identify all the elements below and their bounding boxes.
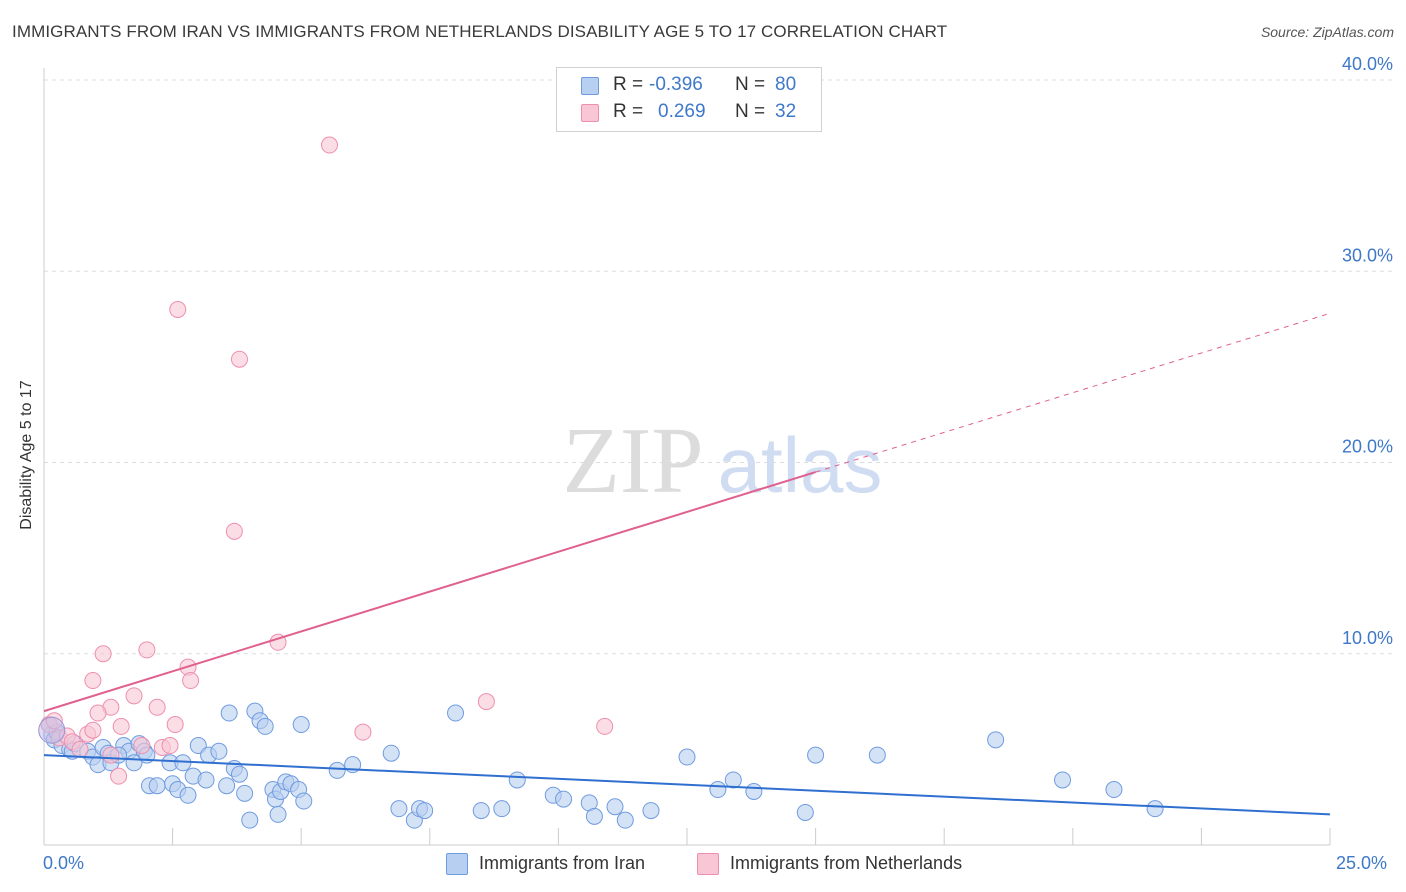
iran-legend-swatch — [446, 853, 468, 875]
iran-point — [724, 771, 742, 789]
iran-point — [745, 782, 763, 800]
netherlands-point — [166, 716, 184, 734]
netherlands-point — [320, 136, 338, 154]
iran-point — [472, 802, 490, 820]
iran-point — [241, 811, 259, 829]
netherlands-swatch — [581, 104, 599, 122]
y-tick-label: 10.0% — [1342, 628, 1393, 648]
iran-point — [220, 704, 238, 722]
n-label: N = — [735, 101, 766, 122]
y-tick-label: 30.0% — [1342, 245, 1393, 265]
iran-point — [390, 800, 408, 818]
iran-point — [218, 777, 236, 795]
iran-point — [1054, 771, 1072, 789]
iran-point — [236, 784, 254, 802]
iran-trend-line — [43, 754, 1331, 816]
x-tick-label-min: 0.0% — [43, 853, 85, 873]
r-label: R = — [613, 74, 644, 95]
netherlands-point — [477, 693, 495, 711]
r-value: 0.269 — [658, 101, 706, 122]
iran-point — [447, 704, 465, 722]
y-tick-label: 20.0% — [1342, 437, 1393, 457]
netherlands-point — [133, 737, 151, 755]
watermark-zip: ZIP — [563, 409, 704, 513]
netherlands-legend-swatch — [697, 853, 719, 875]
iran-point — [148, 777, 166, 795]
iran-point — [807, 746, 825, 764]
iran-point — [230, 765, 248, 783]
netherlands-point — [225, 522, 243, 540]
netherlands-point — [148, 698, 166, 716]
iran-point — [606, 798, 624, 816]
netherlands-point — [354, 723, 372, 741]
iran-point — [796, 803, 814, 821]
r-label: R = — [613, 101, 644, 122]
netherlands-point — [169, 301, 187, 318]
netherlands-trend-extension — [815, 312, 1331, 473]
grid-lines — [44, 79, 1395, 655]
iran-swatch — [581, 77, 599, 95]
y-tick-labels: 10.0% 20.0% 30.0% 40.0% — [1342, 54, 1393, 648]
netherlands-point — [138, 641, 156, 659]
netherlands-point — [89, 704, 107, 722]
iran-point — [616, 811, 634, 829]
iran-point — [292, 716, 310, 734]
iran-point — [868, 746, 886, 764]
n-label: N = — [735, 74, 766, 95]
iran-point — [585, 807, 603, 825]
axes — [43, 68, 1331, 846]
netherlands-point — [71, 740, 89, 758]
y-tick-label: 40.0% — [1342, 54, 1393, 74]
iran-point — [295, 792, 313, 810]
netherlands-point — [125, 687, 143, 705]
iran-point — [555, 790, 573, 808]
iran-point — [256, 717, 274, 735]
iran-point — [197, 771, 215, 789]
x-tick-label-max: 25.0% — [1336, 853, 1388, 873]
iran-point — [987, 731, 1005, 749]
iran-point — [328, 761, 346, 779]
netherlands-point — [161, 737, 179, 755]
data-points — [38, 136, 1164, 829]
iran-point — [269, 805, 287, 823]
legend-label: Immigrants from Netherlands — [730, 853, 963, 873]
iran-point — [416, 802, 434, 820]
netherlands-trend-line — [43, 471, 816, 713]
n-value: 32 — [775, 101, 797, 122]
iran-point — [1146, 800, 1164, 818]
netherlands-point — [84, 721, 102, 739]
netherlands-point — [182, 672, 200, 690]
cluster-point — [38, 716, 66, 744]
iran-point — [493, 800, 511, 818]
iran-point — [642, 802, 660, 820]
netherlands-point — [596, 717, 614, 735]
stats-box: R = -0.396 N = 80 R = 0.269 N = 32 — [556, 67, 822, 132]
netherlands-point — [102, 746, 120, 764]
netherlands-point — [112, 717, 130, 735]
legend-label: Immigrants from Iran — [479, 853, 646, 873]
iran-point — [678, 748, 696, 766]
iran-point — [382, 744, 400, 762]
watermark: ZIP atlas — [563, 409, 883, 513]
netherlands-point — [84, 672, 102, 690]
netherlands-point — [230, 350, 248, 368]
iran-point — [508, 771, 526, 789]
iran-point — [210, 742, 228, 760]
trend-lines — [43, 312, 1331, 816]
chart-title: IMMIGRANTS FROM IRAN VS IMMIGRANTS FROM … — [12, 22, 948, 41]
legend: Immigrants from Iran Immigrants from Net… — [0, 852, 1406, 876]
r-value: -0.396 — [649, 74, 703, 95]
iran-point — [179, 786, 197, 804]
iran-point — [709, 781, 727, 799]
source-label: Source: ZipAtlas.com — [1260, 24, 1394, 40]
netherlands-point — [110, 767, 128, 785]
netherlands-point — [94, 645, 112, 663]
iran-point — [1105, 781, 1123, 799]
n-value: 80 — [775, 74, 797, 95]
